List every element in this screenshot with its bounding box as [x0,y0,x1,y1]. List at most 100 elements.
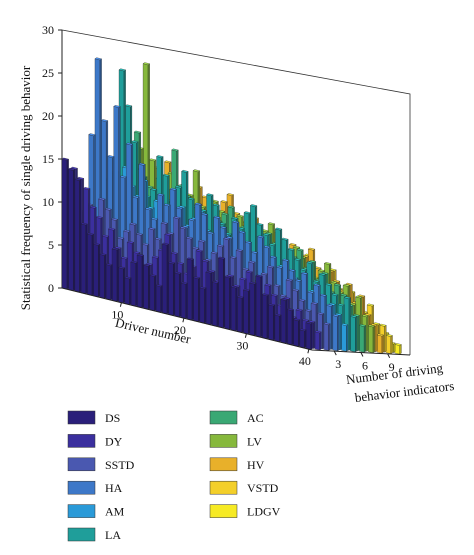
bar-top-face [120,256,128,260]
bar-side-face [346,324,349,352]
x-axis-label: Driver number [114,315,193,347]
z-tick-label: 25 [42,66,54,80]
legend-swatch [67,527,96,542]
bar-top-face [227,205,235,209]
bar-top-face [330,280,338,284]
bar-side-face [241,296,244,333]
bar-top-face [147,206,155,210]
bar [105,263,113,301]
bar [367,324,376,354]
indicator-tick-label: 6 [362,358,368,372]
bar-top-face [266,265,275,269]
bar-top-face [116,236,125,240]
bar-top-face [296,248,304,252]
bar [92,242,101,298]
bar [142,263,151,310]
bar-front-face [230,286,236,332]
bar-front-face [68,168,74,291]
bar [230,285,238,332]
bar-side-face [298,319,301,347]
bar-top-face [225,236,234,239]
bar-top-face [156,155,164,158]
bar-top-face [274,313,282,317]
bar-top-face [241,267,250,271]
bar-top-face [349,315,358,318]
bar-side-face [73,169,76,292]
bar-top-face [80,222,88,226]
bar-front-face [274,314,280,343]
bar-top-face [113,105,121,108]
legend-item: AM [67,504,125,519]
bar-top-face [150,217,159,221]
legend-label: HA [105,481,123,495]
bar-side-face [355,316,358,353]
bar-top-face [379,323,387,327]
bar-top-face [174,185,183,189]
bar-top-face [394,343,402,346]
bar-side-face [375,324,378,353]
bar-top-face [105,263,113,266]
bar-side-face [313,321,316,349]
bar-top-face [118,68,127,72]
bar [249,281,257,337]
bar-front-face [394,344,400,355]
legend-swatch [67,504,96,518]
bar-top-face [331,293,339,296]
bar-top-face [185,236,194,240]
legend-swatch [209,410,238,425]
bar-top-face [273,284,281,287]
bar-side-face [191,258,194,321]
bar-top-face [332,314,340,317]
bar-top-face [332,279,341,283]
bar-side-face [273,304,276,341]
z-tick-label: 0 [48,281,54,295]
bar-side-face [66,158,69,290]
bar-front-face [341,324,347,352]
bar-top-face [291,288,300,292]
bar-front-face [299,329,305,349]
bar-top-face [74,178,82,181]
bar-top-face [264,283,272,287]
bar-top-face [238,230,246,234]
bar [211,280,220,327]
bar [199,286,207,324]
legend-item: LDGV [209,504,281,519]
bar-top-face [367,324,376,328]
z-axis-label: Statistical frequency of single driving … [18,65,33,310]
bar [340,323,349,352]
bar-top-face [164,160,172,164]
bar-top-face [131,140,139,144]
bar [111,247,120,302]
z-tick-label: 5 [48,238,54,252]
bar-top-face [124,276,132,280]
bar-side-face [116,248,119,302]
bar-front-face [332,315,338,352]
bar-front-face [180,282,186,319]
bar-top-face [294,279,302,282]
bar-front-face [358,325,365,353]
bar-top-face [292,245,301,249]
bar-top-face [305,321,313,325]
bar-side-face [304,329,307,349]
bar-top-face [270,293,278,297]
bar-top-face [173,216,181,219]
bar-top-face [155,284,163,287]
bar [274,313,282,343]
legend-swatch [67,410,96,425]
bar-top-face [282,258,290,262]
bar-top-face [340,293,348,297]
bar-top-face [205,270,213,274]
bar-top-face [114,246,122,250]
bar-top-face [245,270,253,274]
bar-top-face [366,303,375,307]
bar-side-face [390,335,393,355]
legend-item: DY [67,434,123,448]
bar-top-face [255,274,263,278]
bar-top-face [175,206,184,210]
bar-top-face [223,237,231,240]
bar-top-face [313,283,321,287]
bar-top-face [268,243,277,246]
bar [255,274,263,338]
bar-top-face [98,197,106,201]
bar [358,324,367,353]
